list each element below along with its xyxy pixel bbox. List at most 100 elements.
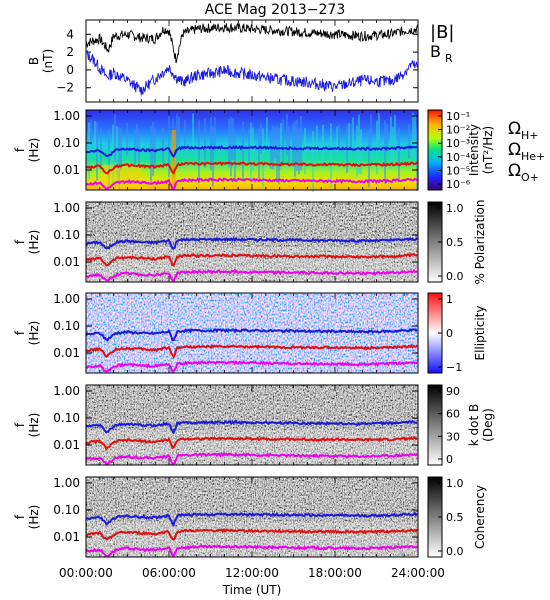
polarization-ytick-label: 0.01: [53, 255, 80, 269]
intensity-heatmap-streak: [214, 117, 216, 151]
intensity-colorbar-label-unit: (nT²/Hz): [481, 126, 495, 174]
gyro-label-he-plus-subscript: He+: [521, 150, 545, 163]
intensity-heatmap-streak: [270, 131, 272, 169]
ellipticity-colorbar-tick-label: 1: [446, 293, 453, 306]
b-ylabel-unit: (nT): [41, 49, 55, 73]
intensity-heatmap-streak: [228, 119, 230, 167]
b-ylabel: B: [27, 57, 41, 65]
intensity-heatmap-streak: [296, 119, 298, 172]
intensity-heatmap-streak: [398, 127, 400, 181]
intensity-heatmap-streak: [116, 126, 118, 182]
intensity-heatmap-streak: [368, 130, 370, 188]
k-dot-b-ytick-label: 0.01: [53, 438, 80, 452]
intensity-heatmap-streak: [88, 122, 90, 180]
intensity-heatmap-streak: [416, 131, 418, 191]
k-dot-b-panel: 1.00 0.10 0.01 f (Hz) 90 60 30 0 k dot B (Deg): [13, 384, 495, 466]
intensity-heatmap-streak: [336, 126, 338, 153]
k-dot-b-ylabel-unit: (Hz): [27, 413, 41, 438]
ellipticity-he-plus-gyro-line: [85, 344, 418, 359]
k-dot-b-colorbar-tick-label: 0: [446, 453, 453, 466]
k-dot-b-colorbar-tick-label: 30: [446, 430, 460, 443]
intensity-heatmap-streak: [414, 114, 416, 147]
intensity-heatmap-streak: [390, 116, 392, 169]
intensity-heatmap-streak: [350, 124, 352, 150]
intensity-heatmap-streak: [204, 118, 206, 168]
intensity-heatmap-streak: [412, 112, 414, 167]
b-ytick-label: 0: [66, 63, 74, 77]
intensity-heatmap-streak: [162, 127, 164, 169]
intensity-colorbar-tick-label: 10⁻⁵: [446, 164, 470, 177]
intensity-heatmap-streak: [260, 123, 262, 154]
intensity-panel: 1.00 0.10 0.01 f (Hz) 10⁻¹10⁻²10⁻³10⁻⁴10⁻⁵10⁻…: [13, 109, 495, 192]
intensity-heatmap-streak: [90, 119, 92, 145]
intensity-colorbar-tick-label: 10⁻³: [446, 137, 470, 150]
coherency-h-plus-gyro-line: [85, 511, 418, 527]
intensity-heatmap-streak: [356, 125, 358, 177]
intensity-ylabel-unit: (Hz): [27, 138, 41, 163]
intensity-heatmap-streak: [100, 127, 102, 170]
gyro-label-o-plus-subscript: O+: [521, 171, 539, 184]
gyro-label-he-plus: Ω: [508, 140, 521, 160]
intensity-heatmap-streak: [152, 121, 154, 176]
intensity-heatmap-streak: [138, 130, 140, 168]
ellipticity-ylabel-unit: (Hz): [27, 321, 41, 346]
intensity-heatmap-streak: [360, 129, 362, 175]
intensity-heatmap-streak: [262, 128, 264, 188]
k-dot-b-colorbar-tick-label: 60: [446, 408, 460, 421]
gyro-label-h-plus: Ω: [508, 119, 521, 139]
k-dot-b-colorbar-label-unit: (Deg): [481, 408, 495, 442]
intensity-heatmap-streak: [304, 128, 306, 175]
intensity-heatmap-streak: [108, 129, 110, 186]
ellipticity-colorbar-tick-label: 0: [446, 327, 453, 340]
intensity-heatmap-streak: [408, 123, 410, 159]
intensity-heatmap-streak: [114, 114, 116, 163]
intensity-colorbar-tick-label: 10⁻²: [446, 124, 470, 137]
intensity-heatmap-streak: [242, 120, 244, 182]
k-dot-b-h-plus-gyro-line: [85, 419, 418, 435]
x-tick-label: 00:00:00: [59, 566, 113, 580]
intensity-heatmap-streak: [154, 128, 156, 168]
ellipticity-ylabel: f: [13, 330, 27, 335]
intensity-heatmap-streak: [184, 119, 186, 145]
intensity-heatmap-streak: [384, 120, 386, 184]
x-axis-label: Time (UT): [222, 583, 282, 597]
ellipticity-ytick-label: 0.10: [53, 319, 80, 333]
intensity-colorbar-tick-label: 10⁻⁶: [446, 178, 471, 191]
intensity-heatmap-streak: [292, 123, 294, 167]
intensity-heatmap-streak: [198, 120, 200, 184]
intensity-heatmap-streak: [322, 124, 324, 167]
intensity-heatmap-streak: [94, 120, 96, 150]
gyro-label-o-plus: Ω: [508, 161, 521, 181]
k-dot-b-colorbar-label: k dot B: [467, 404, 481, 446]
intensity-heatmap-streak: [248, 129, 250, 162]
polarization-colorbar-tick-label: 1.0: [446, 202, 464, 215]
ellipticity-colorbar-tick-label: −1: [446, 361, 462, 374]
k-dot-b-colorbar: [427, 384, 443, 466]
intensity-heatmap-streak: [178, 116, 180, 145]
coherency-ylabel: f: [13, 514, 27, 519]
intensity-heatmap-streak: [316, 125, 318, 162]
intensity-colorbar-tick-label: 10⁻⁴: [446, 151, 471, 164]
intensity-heatmap-streak: [278, 127, 280, 185]
legend-b-r: B: [430, 42, 441, 61]
coherency-ylabel-unit: (Hz): [27, 505, 41, 530]
x-tick-label: 12:00:00: [225, 566, 279, 580]
b-total-series-line: [85, 21, 419, 64]
polarization-o-plus-gyro-line: [85, 269, 418, 283]
polarization-ytick-label: 0.10: [53, 228, 80, 242]
intensity-heatmap-streak: [386, 124, 388, 153]
polarization-ylabel: f: [13, 239, 27, 244]
intensity-heatmap-streak: [358, 114, 360, 174]
intensity-heatmap-streak: [136, 124, 138, 152]
coherency-colorbar-tick-label: 0.5: [446, 511, 464, 524]
legend-b-total: |B|: [430, 22, 454, 43]
intensity-heatmap-streak: [312, 131, 314, 192]
intensity-heatmap-streak: [348, 122, 350, 147]
intensity-heatmap-streak: [118, 128, 120, 190]
intensity-h-plus-gyro-line: [85, 145, 418, 158]
intensity-heatmap-streak: [274, 127, 276, 159]
intensity-heatmap-streak: [126, 123, 128, 156]
ellipticity-o-plus-gyro-line: [86, 359, 418, 373]
coherency-he-plus-gyro-line: [85, 527, 419, 541]
b-ytick-label: −2: [56, 81, 74, 95]
